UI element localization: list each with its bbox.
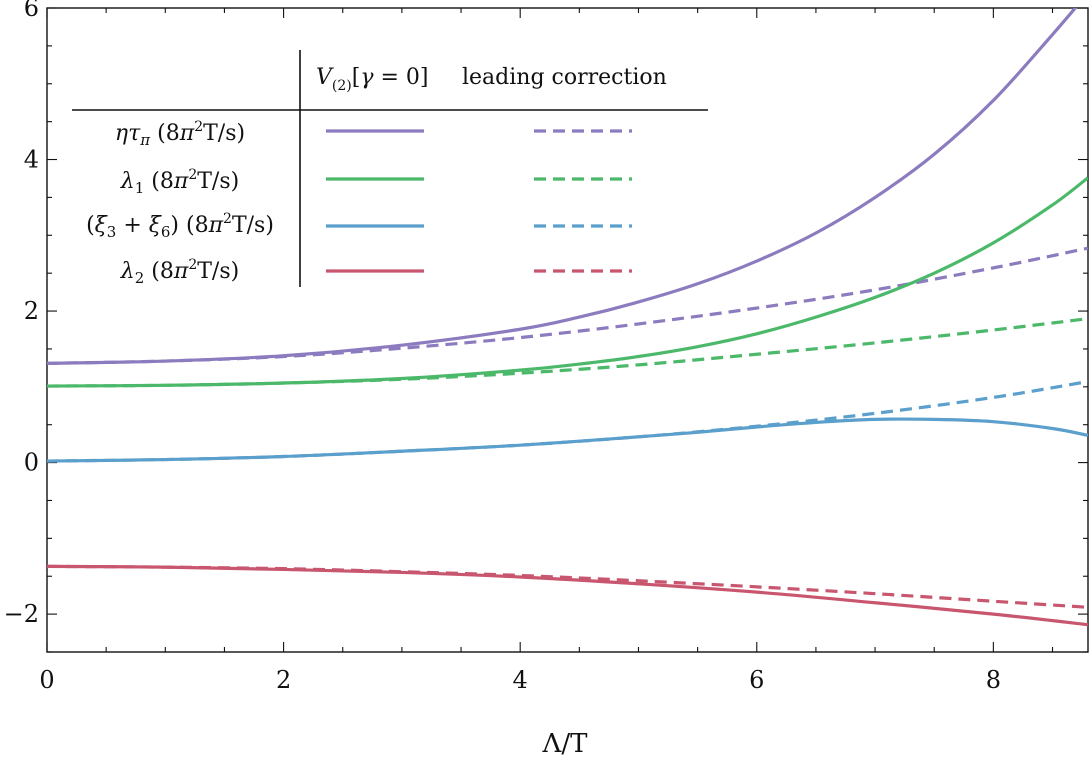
y-tick-label: 4 — [24, 146, 39, 174]
legend: V(2)[γ = 0] leading correction ητπ (8π2T… — [72, 50, 708, 287]
legend-row-label: ητπ (8π2T/s) — [115, 119, 245, 149]
legend-row-label: λ1 (8π2T/s) — [120, 167, 239, 197]
series-line-lambda1-dashed — [47, 319, 1088, 386]
series-line-lambda2-dashed — [47, 566, 1088, 607]
legend-swatches — [326, 131, 632, 271]
x-tick-label: 0 — [39, 666, 54, 694]
legend-header-model: V(2)[γ = 0] — [316, 65, 428, 94]
y-tick-label: −2 — [4, 600, 39, 628]
axis-ticks — [47, 8, 1088, 652]
x-tick-label: 2 — [276, 666, 291, 694]
series-line-xi-dashed — [47, 382, 1088, 462]
legend-row-label: (ξ3 + ξ6) (8π2T/s) — [86, 211, 274, 241]
x-tick-label: 6 — [749, 666, 764, 694]
y-tick-label: 6 — [24, 0, 39, 22]
x-tick-label: 4 — [513, 666, 528, 694]
y-tick-label: 0 — [24, 449, 39, 477]
series-line-lambda2-solid — [47, 566, 1088, 624]
tick-labels: 0 2 4 6 8 −2 0 2 4 6 — [4, 0, 1001, 694]
series-line-xi-solid — [47, 419, 1088, 461]
x-tick-label: 8 — [986, 666, 1001, 694]
y-tick-label: 2 — [24, 297, 39, 325]
plot-frame — [47, 8, 1088, 652]
legend-row-label: λ2 (8π2T/s) — [120, 257, 239, 287]
series-group — [47, 0, 1088, 625]
x-axis-title: Λ/T — [542, 729, 589, 759]
legend-header-correction: leading correction — [462, 65, 667, 90]
plot-border — [47, 8, 1088, 652]
